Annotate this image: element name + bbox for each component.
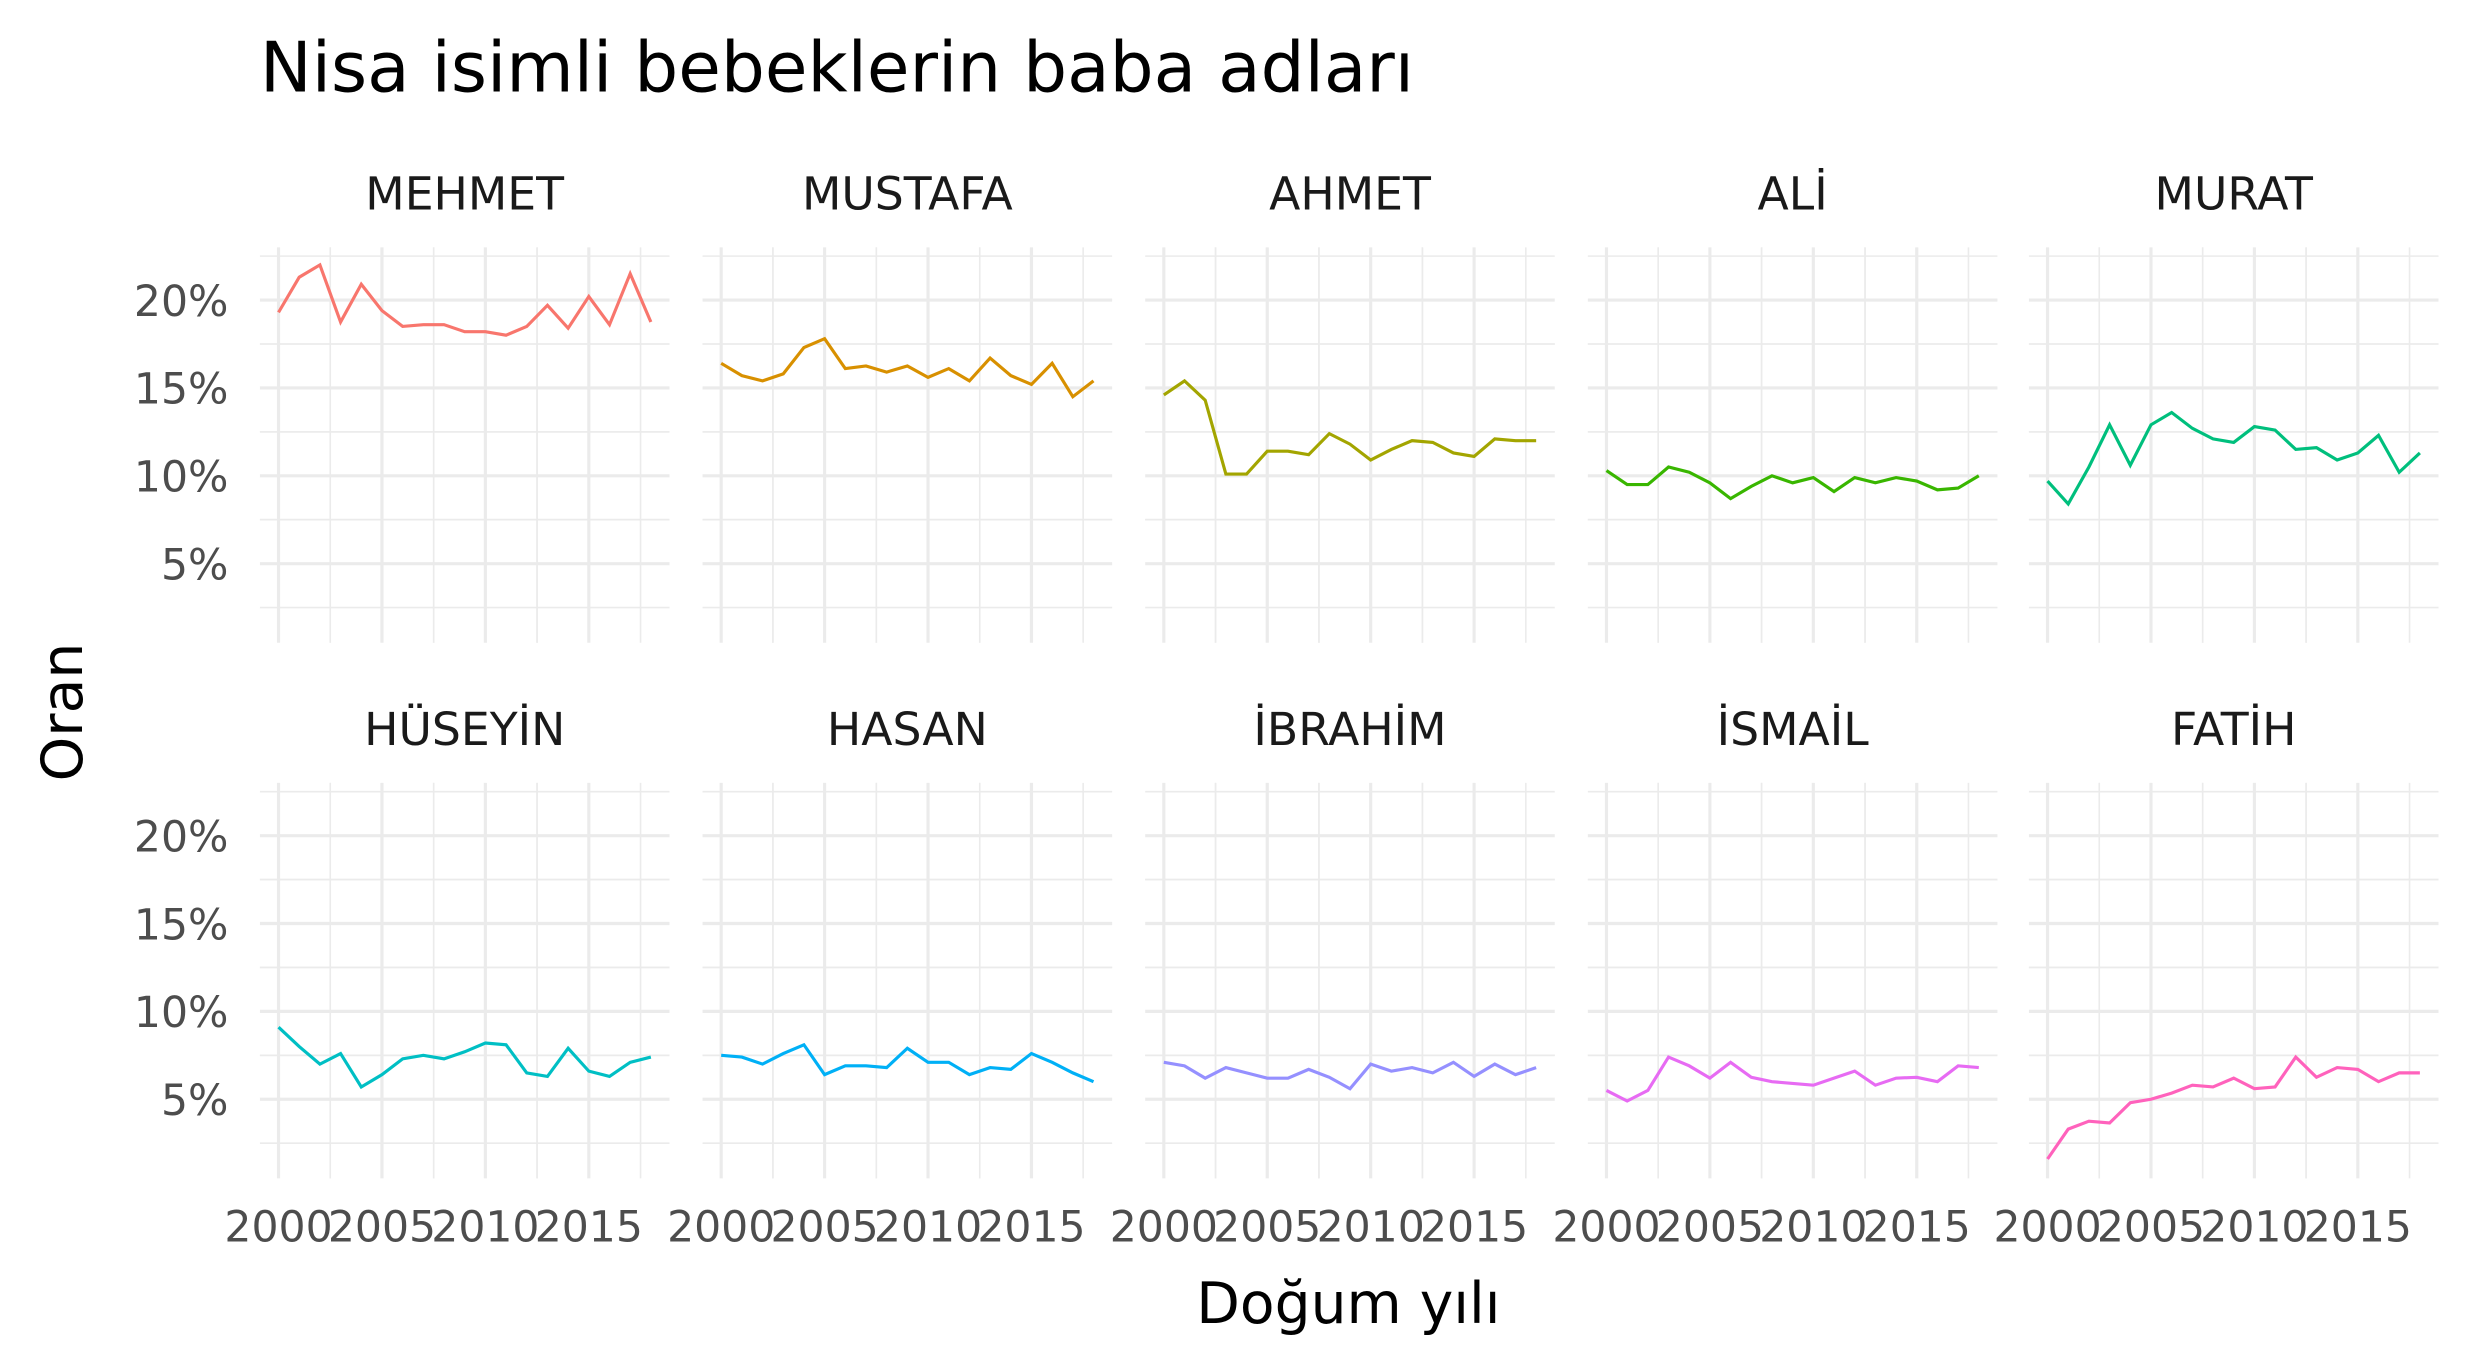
facet-label: MEHMET: [365, 168, 565, 221]
x-tick-label: 2015: [2304, 1203, 2412, 1252]
x-tick-label: 2005: [2097, 1203, 2205, 1252]
y-tick-label: 5%: [161, 1077, 228, 1126]
x-tick-label: 2015: [1420, 1203, 1528, 1252]
facet-label: İBRAHİM: [1253, 702, 1446, 756]
y-tick-label: 20%: [134, 813, 228, 862]
x-tick-label: 2000: [1993, 1203, 2101, 1252]
y-axis-title: Oran: [30, 643, 96, 782]
x-axis-title: Doğum yılı: [1196, 1271, 1500, 1337]
x-tick-label: 2015: [1863, 1203, 1971, 1252]
facet-label: AHMET: [1269, 168, 1432, 221]
x-tick-label: 2000: [224, 1203, 332, 1252]
data-line: [2046, 1054, 2420, 1160]
data-line: [1605, 1055, 1979, 1103]
data-line: [277, 262, 653, 337]
facet-label: ALİ: [1758, 167, 1828, 221]
x-tick-label: 2015: [977, 1203, 1085, 1252]
x-tick-label: 2005: [1656, 1203, 1764, 1252]
chart-title: Nisa isimli bebeklerin baba adları: [260, 28, 1414, 108]
y-tick-label: 15%: [134, 901, 228, 950]
facet-label: HASAN: [827, 703, 988, 756]
x-tick-label: 2000: [1552, 1203, 1660, 1252]
facet-label: HÜSEYİN: [364, 702, 565, 756]
x-tick-label: 2010: [431, 1203, 539, 1252]
x-tick-label: 2010: [1317, 1203, 1425, 1252]
x-tick-label: 2000: [667, 1203, 775, 1252]
data-line: [721, 1042, 1095, 1084]
data-line: [2046, 410, 2421, 507]
data-line: [1163, 1060, 1537, 1091]
x-tick-label: 2000: [1110, 1203, 1218, 1252]
data-line: [1162, 378, 1537, 476]
x-tick-label: 2005: [328, 1203, 436, 1252]
facet-label: FATİH: [2171, 702, 2297, 756]
facet-label: MUSTAFA: [802, 168, 1013, 221]
y-tick-label: 15%: [134, 366, 228, 415]
y-tick-label: 20%: [134, 278, 228, 327]
facet-label: İSMAİL: [1717, 702, 1870, 756]
x-tick-label: 2005: [1213, 1203, 1321, 1252]
x-tick-label: 2010: [1759, 1203, 1867, 1252]
data-line: [277, 1026, 652, 1090]
x-tick-label: 2005: [771, 1203, 879, 1252]
y-tick-label: 10%: [134, 989, 228, 1038]
x-tick-label: 2010: [874, 1203, 982, 1252]
y-tick-label: 5%: [161, 541, 228, 590]
x-tick-label: 2010: [2200, 1203, 2308, 1252]
data-line: [1605, 465, 1980, 501]
facet-label: MURAT: [2155, 168, 2314, 221]
y-tick-label: 10%: [134, 454, 228, 503]
x-tick-label: 2015: [535, 1203, 643, 1252]
data-line: [720, 336, 1095, 400]
